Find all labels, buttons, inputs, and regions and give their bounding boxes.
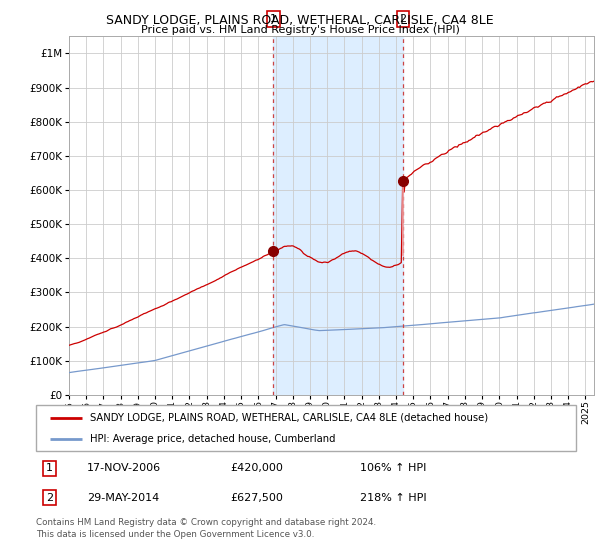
Text: Contains HM Land Registry data © Crown copyright and database right 2024.
This d: Contains HM Land Registry data © Crown c… [36, 518, 376, 539]
Text: 29-MAY-2014: 29-MAY-2014 [88, 493, 160, 503]
Bar [274, 36, 403, 395]
Text: SANDY LODGE, PLAINS ROAD, WETHERAL, CARLISLE, CA4 8LE: SANDY LODGE, PLAINS ROAD, WETHERAL, CARL… [106, 14, 494, 27]
Text: SANDY LODGE, PLAINS ROAD, WETHERAL, CARLISLE, CA4 8LE (detached house): SANDY LODGE, PLAINS ROAD, WETHERAL, CARL… [90, 413, 488, 423]
Text: 218% ↑ HPI: 218% ↑ HPI [360, 493, 427, 503]
Text: £627,500: £627,500 [230, 493, 283, 503]
Text: 2: 2 [46, 493, 53, 503]
Text: HPI: Average price, detached house, Cumberland: HPI: Average price, detached house, Cumb… [90, 434, 335, 444]
Text: 106% ↑ HPI: 106% ↑ HPI [360, 463, 427, 473]
Text: 1: 1 [46, 463, 53, 473]
Text: £420,000: £420,000 [230, 463, 283, 473]
Text: Price paid vs. HM Land Registry's House Price Index (HPI): Price paid vs. HM Land Registry's House … [140, 25, 460, 35]
Text: 2: 2 [400, 14, 407, 24]
Text: 1: 1 [270, 14, 277, 24]
Text: 17-NOV-2006: 17-NOV-2006 [88, 463, 161, 473]
